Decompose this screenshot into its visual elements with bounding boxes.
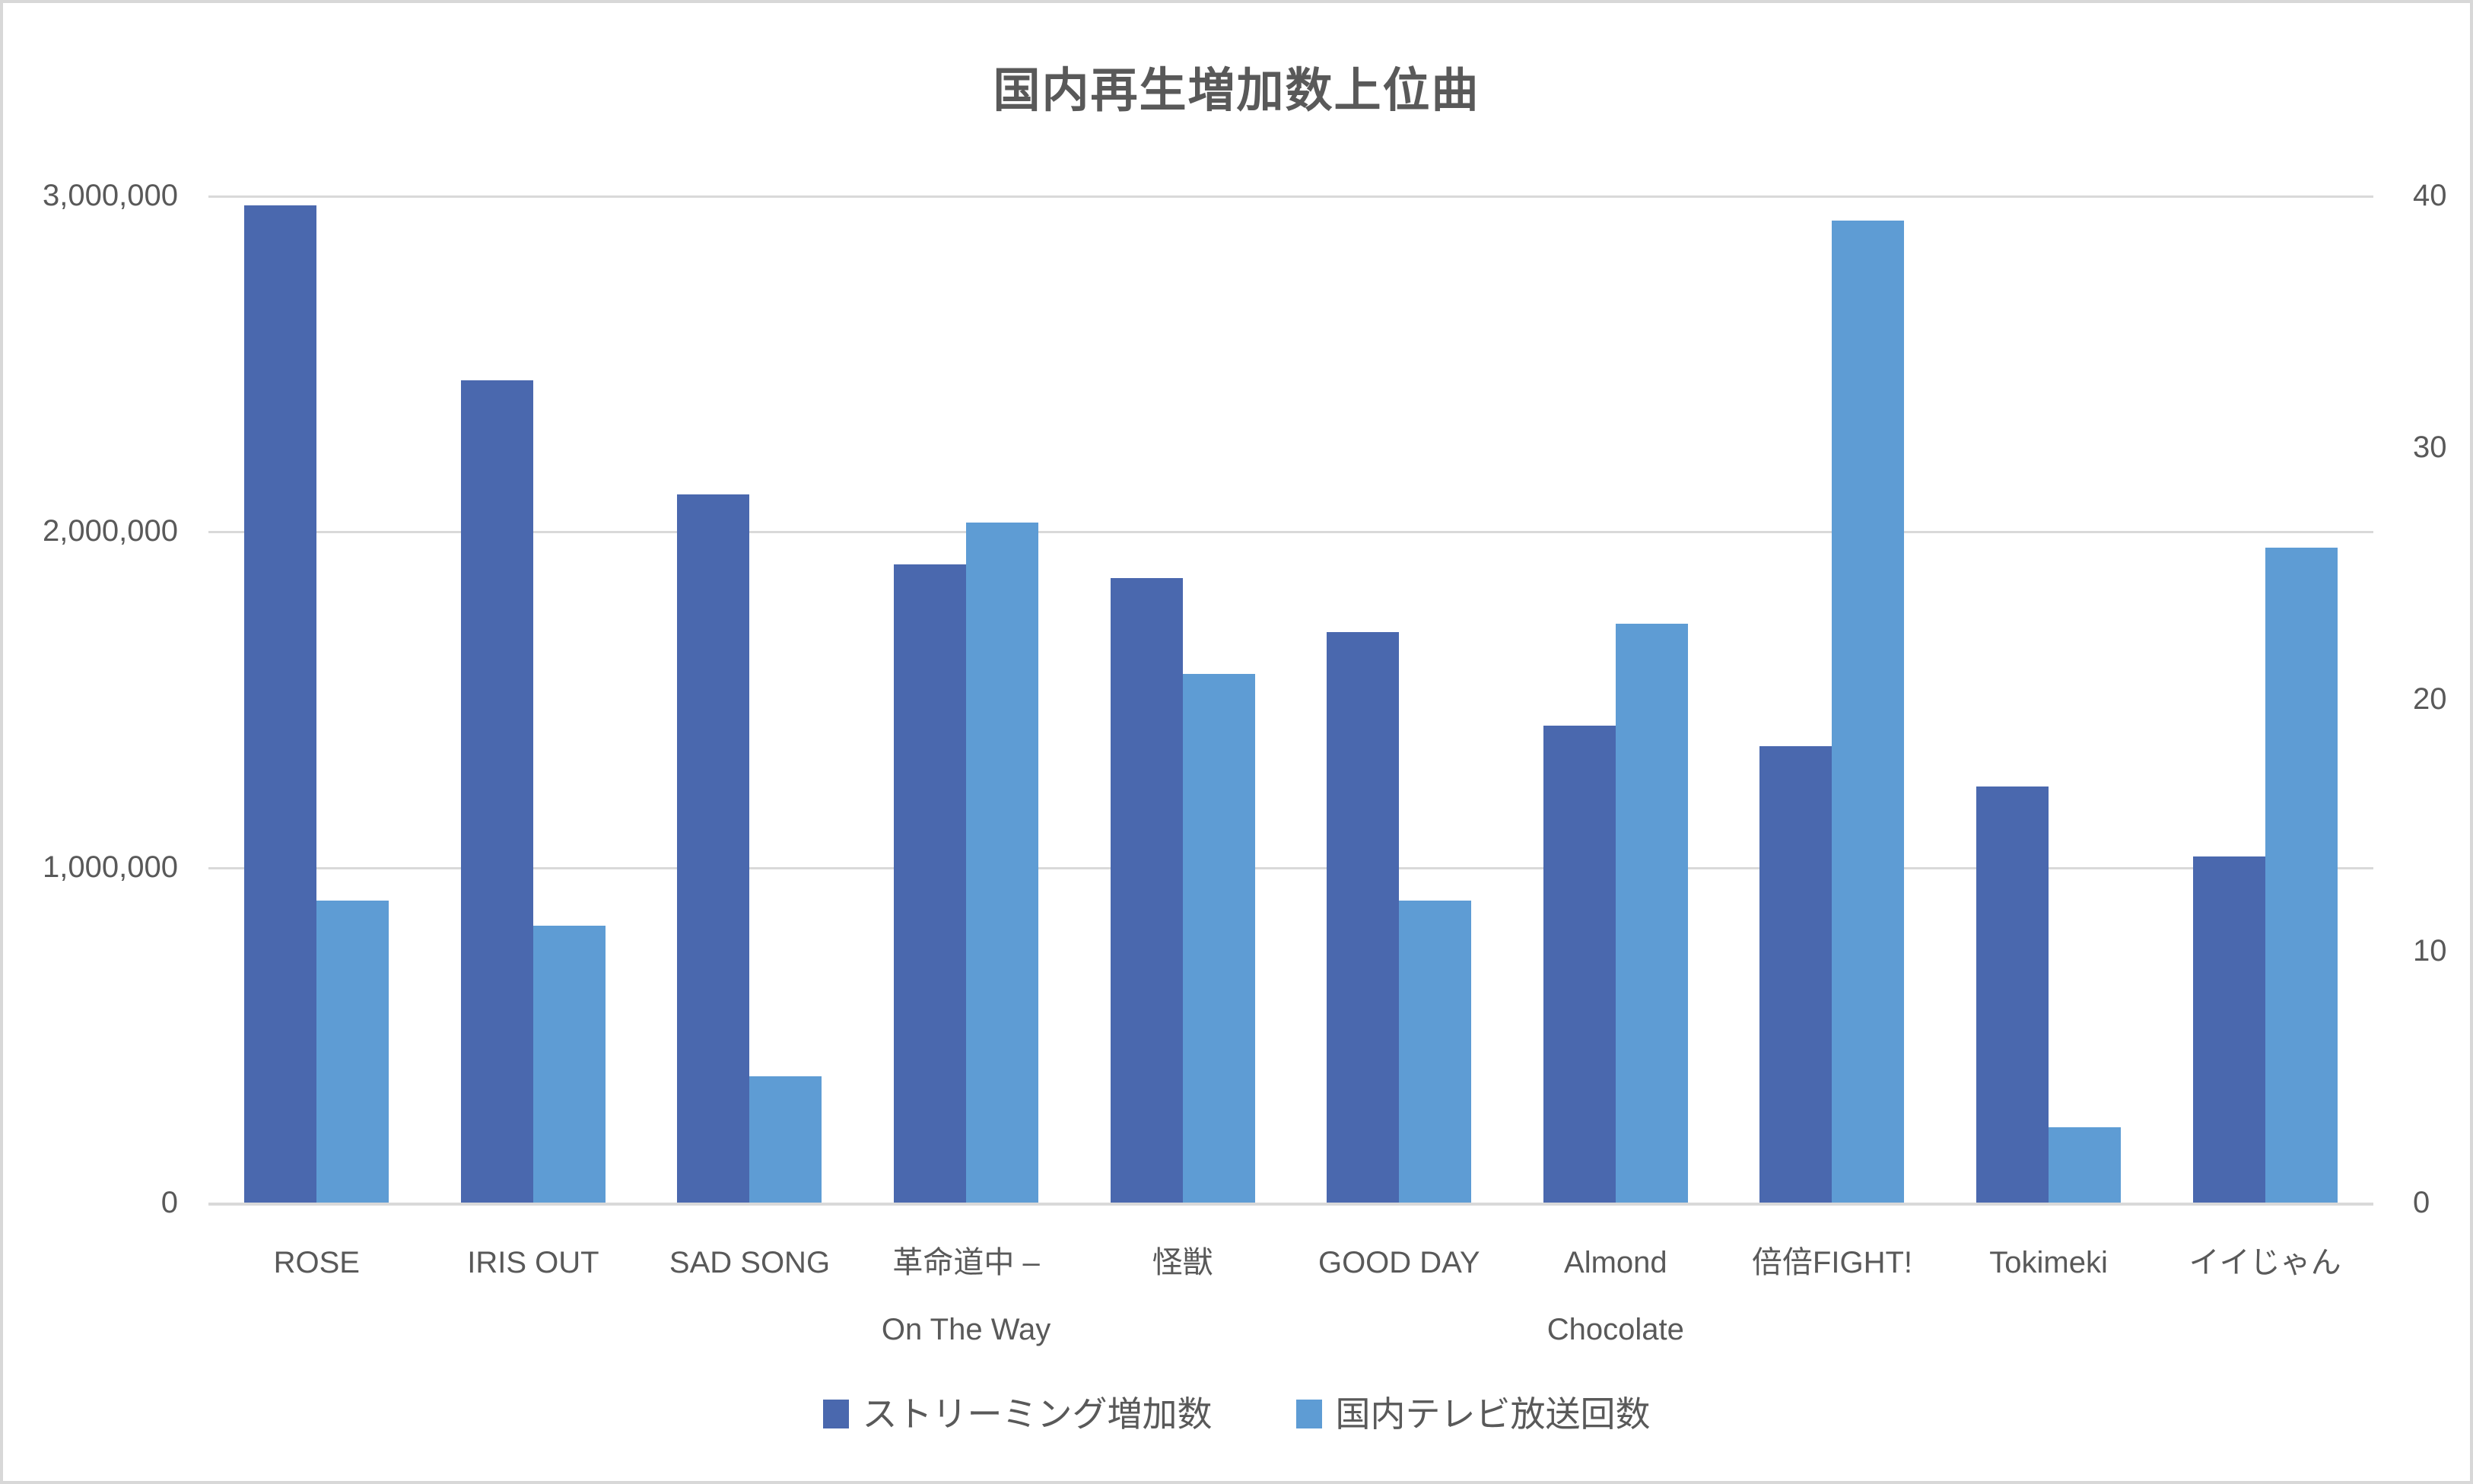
legend-label-streaming: ストリーミング増加数: [862, 1394, 1213, 1434]
bar-streaming-8: [1759, 746, 1832, 1203]
y-axis-tick-label-right: 30: [2413, 431, 2447, 464]
x-axis-category-label-4: 革命道中 – On The Way: [881, 1246, 1051, 1346]
y-axis-tick-label-right: 10: [2413, 934, 2447, 968]
bar-tv-broadcast-5: [1182, 674, 1255, 1203]
gridline: [208, 195, 2373, 198]
bar-streaming-6: [1327, 632, 1400, 1203]
chart-title: 国内再生増加数上位曲: [993, 65, 1480, 117]
y-axis-tick-label-left: 3,000,000: [43, 179, 178, 212]
x-axis-category-label-3: SAD SONG: [669, 1246, 831, 1279]
y-axis-tick-label-right: 40: [2413, 179, 2447, 212]
bar-streaming-7: [1543, 726, 1616, 1203]
legend: ストリーミング増加数 国内テレビ放送回数: [3, 1397, 2470, 1432]
x-axis-category-label-10: イイじゃん: [2189, 1246, 2341, 1279]
legend-swatch-tv-broadcast: [1295, 1400, 1322, 1428]
bar-group-4: [858, 195, 1075, 1203]
bar-group-10: [2157, 195, 2373, 1203]
legend-item-streaming: ストリーミング増加数: [822, 1394, 1213, 1434]
legend-label-tv-broadcast: 国内テレビ放送回数: [1335, 1394, 1651, 1434]
bar-tv-broadcast-7: [1615, 624, 1688, 1203]
bar-tv-broadcast-6: [1399, 901, 1472, 1203]
bar-streaming-1: [244, 205, 317, 1203]
bar-streaming-4: [894, 564, 967, 1203]
bar-group-5: [1074, 195, 1291, 1203]
y-axis-tick-label-left: 0: [161, 1186, 178, 1219]
bar-tv-broadcast-2: [532, 926, 606, 1203]
bar-streaming-3: [677, 494, 750, 1203]
gridline: [208, 1203, 2373, 1206]
bars-row: [208, 195, 2373, 1203]
legend-item-tv-broadcast: 国内テレビ放送回数: [1295, 1394, 1651, 1434]
plot-area: [208, 195, 2373, 1206]
x-axis-category-label-8: 倍倍FIGHT!: [1751, 1246, 1912, 1279]
bar-streaming-10: [2192, 856, 2265, 1203]
legend-swatch-streaming: [822, 1400, 849, 1428]
x-axis-category-label-1: ROSE: [273, 1246, 360, 1279]
x-axis-category-labels: ROSE IRIS OUT SAD SONG 革命道中 – On The Way 怪獣 G…: [208, 1229, 2373, 1363]
y-axis-tick-label-right: 20: [2413, 682, 2447, 716]
bar-group-7: [1508, 195, 1724, 1203]
bar-tv-broadcast-9: [2049, 1127, 2122, 1203]
bar-streaming-5: [1110, 578, 1183, 1203]
gridline: [208, 867, 2373, 869]
bar-group-1: [208, 195, 425, 1203]
x-axis-category-label-6: GOOD DAY: [1318, 1246, 1480, 1279]
bar-streaming-2: [460, 380, 533, 1203]
bar-tv-broadcast-1: [316, 901, 389, 1203]
bar-group-8: [1724, 195, 1941, 1203]
bar-group-3: [641, 195, 858, 1203]
bar-group-6: [1291, 195, 1508, 1203]
bar-group-2: [425, 195, 642, 1203]
x-axis-category-label-9: Tokimeki: [1989, 1246, 2108, 1279]
x-axis-category-label-2: IRIS OUT: [467, 1246, 599, 1279]
bar-tv-broadcast-10: [2265, 548, 2338, 1203]
x-axis-category-label-7: Almond Chocolate: [1546, 1246, 1684, 1346]
bar-streaming-9: [1976, 786, 2049, 1203]
y-axis-tick-label-right: 0: [2413, 1186, 2430, 1219]
y-axis-tick-label-left: 1,000,000: [43, 850, 178, 884]
bar-tv-broadcast-4: [966, 523, 1039, 1203]
bar-tv-broadcast-8: [1832, 221, 1905, 1203]
bar-group-9: [1941, 195, 2157, 1203]
y-axis-tick-label-left: 2,000,000: [43, 514, 178, 548]
x-axis-category-label-5: 怪獣: [1152, 1246, 1213, 1279]
gridline: [208, 531, 2373, 533]
bar-tv-broadcast-3: [749, 1076, 822, 1203]
